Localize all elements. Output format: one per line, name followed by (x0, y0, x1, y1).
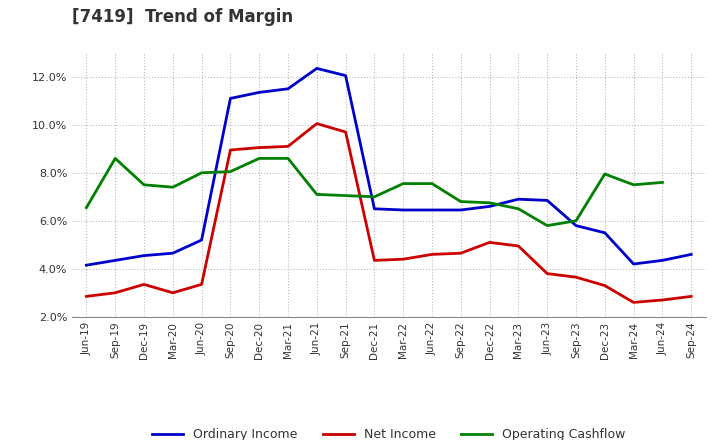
Ordinary Income (600, 230, 609, 235)
Operating Cashflow (140, 182, 148, 187)
Ordinary Income (140, 253, 148, 258)
Operating Cashflow (428, 181, 436, 186)
Ordinary Income (543, 198, 552, 203)
Net Income (341, 129, 350, 135)
Ordinary Income (629, 261, 638, 267)
Operating Cashflow (197, 170, 206, 176)
Operating Cashflow (284, 156, 292, 161)
Operating Cashflow (514, 206, 523, 212)
Operating Cashflow (168, 184, 177, 190)
Legend: Ordinary Income, Net Income, Operating Cashflow: Ordinary Income, Net Income, Operating C… (147, 423, 631, 440)
Net Income (226, 147, 235, 153)
Operating Cashflow (629, 182, 638, 187)
Net Income (543, 271, 552, 276)
Operating Cashflow (600, 171, 609, 176)
Net Income (456, 250, 465, 256)
Operating Cashflow (341, 193, 350, 198)
Ordinary Income (658, 258, 667, 263)
Net Income (111, 290, 120, 295)
Operating Cashflow (226, 169, 235, 174)
Net Income (658, 297, 667, 303)
Net Income (629, 300, 638, 305)
Ordinary Income (514, 197, 523, 202)
Net Income (687, 294, 696, 299)
Text: [7419]  Trend of Margin: [7419] Trend of Margin (72, 8, 293, 26)
Line: Operating Cashflow: Operating Cashflow (86, 158, 662, 226)
Operating Cashflow (485, 200, 494, 205)
Operating Cashflow (82, 205, 91, 210)
Ordinary Income (284, 86, 292, 92)
Net Income (255, 145, 264, 150)
Ordinary Income (485, 204, 494, 209)
Ordinary Income (255, 90, 264, 95)
Net Income (399, 257, 408, 262)
Line: Net Income: Net Income (86, 124, 691, 302)
Net Income (428, 252, 436, 257)
Operating Cashflow (658, 180, 667, 185)
Net Income (168, 290, 177, 295)
Operating Cashflow (370, 194, 379, 199)
Line: Ordinary Income: Ordinary Income (86, 68, 691, 265)
Ordinary Income (226, 96, 235, 101)
Ordinary Income (312, 66, 321, 71)
Operating Cashflow (111, 156, 120, 161)
Ordinary Income (82, 263, 91, 268)
Net Income (485, 240, 494, 245)
Operating Cashflow (572, 218, 580, 224)
Net Income (82, 294, 91, 299)
Ordinary Income (111, 258, 120, 263)
Ordinary Income (687, 252, 696, 257)
Operating Cashflow (543, 223, 552, 228)
Ordinary Income (370, 206, 379, 212)
Ordinary Income (428, 207, 436, 213)
Net Income (514, 243, 523, 249)
Operating Cashflow (456, 199, 465, 204)
Ordinary Income (399, 207, 408, 213)
Ordinary Income (341, 73, 350, 78)
Ordinary Income (168, 250, 177, 256)
Ordinary Income (572, 223, 580, 228)
Operating Cashflow (312, 192, 321, 197)
Net Income (600, 283, 609, 288)
Net Income (312, 121, 321, 126)
Net Income (370, 258, 379, 263)
Ordinary Income (197, 237, 206, 242)
Net Income (197, 282, 206, 287)
Net Income (140, 282, 148, 287)
Net Income (572, 275, 580, 280)
Operating Cashflow (255, 156, 264, 161)
Net Income (284, 144, 292, 149)
Ordinary Income (456, 207, 465, 213)
Operating Cashflow (399, 181, 408, 186)
